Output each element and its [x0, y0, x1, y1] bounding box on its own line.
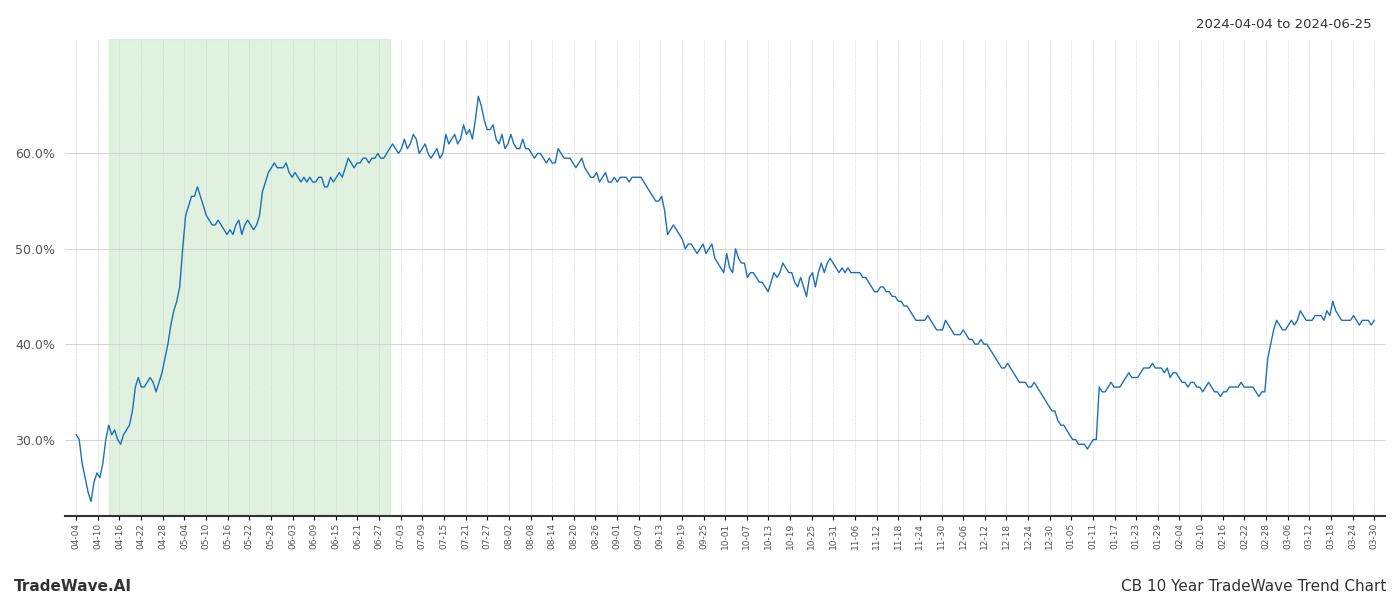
Bar	[109, 39, 391, 516]
Text: CB 10 Year TradeWave Trend Chart: CB 10 Year TradeWave Trend Chart	[1120, 579, 1386, 594]
Text: 2024-04-04 to 2024-06-25: 2024-04-04 to 2024-06-25	[1197, 18, 1372, 31]
Text: TradeWave.AI: TradeWave.AI	[14, 579, 132, 594]
